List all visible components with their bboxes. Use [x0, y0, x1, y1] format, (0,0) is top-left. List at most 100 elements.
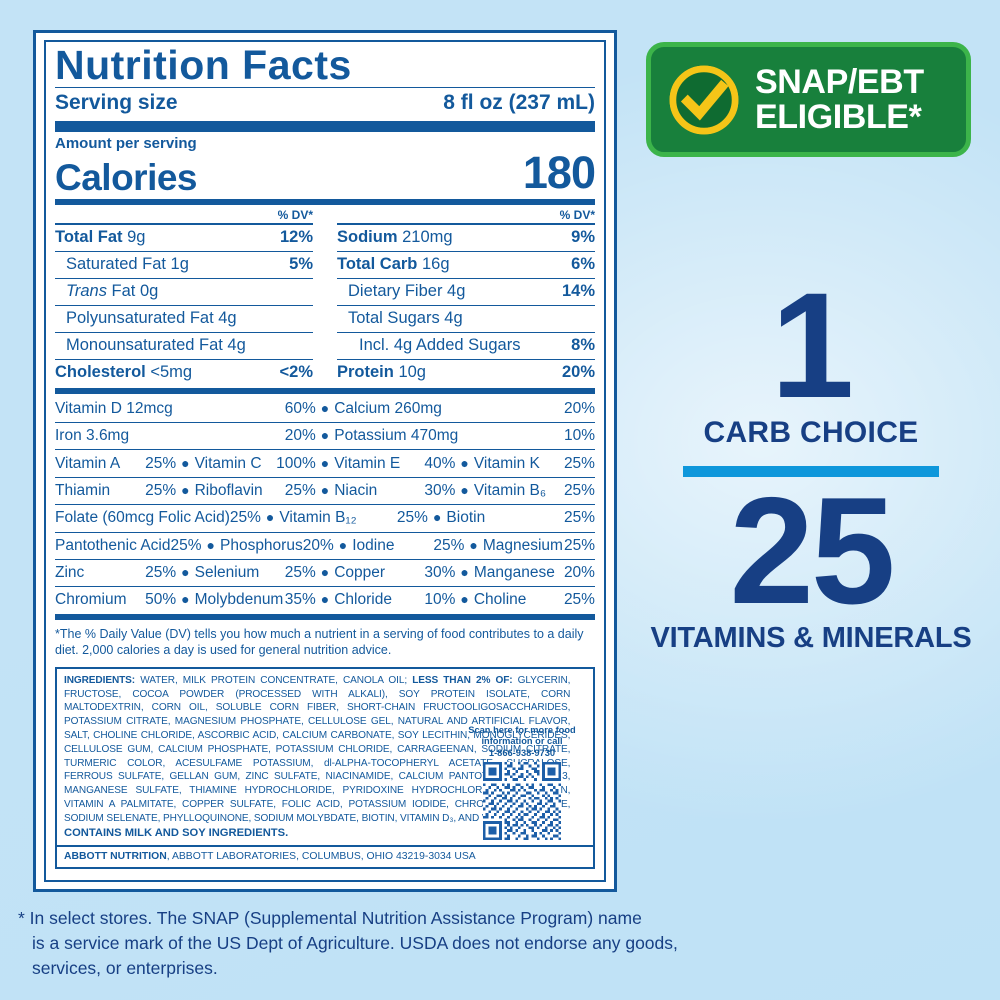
micronutrient-cell: Phosphorus 20% — [220, 537, 334, 555]
snap-badge-text: SNAP/EBT ELIGIBLE* — [755, 65, 924, 134]
micronutrient-pct: 25% — [433, 536, 465, 554]
bullet-separator-icon: ● — [320, 564, 330, 581]
ingredients-less-than-label: LESS THAN 2% OF: — [412, 674, 513, 686]
micronutrient-row: Zinc 25% ● Selenium 25% ● Copper 30% ● — [55, 558, 595, 586]
micronutrient-row: Vitamin D 12mcg 60% ● Calcium 260mg 20% — [55, 396, 595, 422]
micronutrient-name: Choline — [473, 591, 527, 609]
micronutrient-pct: 25% — [284, 481, 316, 499]
bullet-separator-icon: ● — [206, 536, 215, 553]
micronutrient-name: Copper — [334, 564, 386, 582]
micronutrient-cell: Vitamin A 25% — [55, 455, 176, 473]
micronutrient-cell: Riboflavin 25% — [195, 482, 316, 500]
qr-code-icon[interactable] — [483, 761, 561, 840]
micronutrient-row: Folate (60mcg Folic Acid) 25% ● Vitamin … — [55, 504, 595, 531]
micronutrient-pct: 25% — [145, 481, 177, 499]
claims-divider — [683, 466, 939, 477]
nutrient-name-italic: Trans — [66, 282, 107, 301]
nutrient-row: Total Sugars 4g — [337, 304, 595, 332]
nutrient-column-left: % DV* Total Fat 9g 12% Saturated Fat 1g … — [55, 207, 325, 386]
amount-per-serving-label: Amount per serving — [55, 135, 197, 153]
micronutrient-name: Vitamin K — [473, 454, 540, 472]
nutrient-name: Sodium — [337, 228, 398, 247]
nutrient-amount: <5mg — [150, 363, 193, 382]
bullet-separator-icon: ● — [320, 454, 330, 471]
nutrient-name: Polyunsaturated Fat 4g — [66, 309, 237, 328]
micronutrient-pct: 60% — [284, 399, 316, 417]
micronutrient-pct: 20% — [563, 564, 595, 582]
nutrient-columns: % DV* Total Fat 9g 12% Saturated Fat 1g … — [55, 207, 595, 386]
micronutrient-name: Vitamin B₁₂ — [279, 509, 357, 527]
bullet-separator-icon: ● — [469, 536, 478, 553]
bullet-separator-icon: ● — [338, 536, 348, 553]
micronutrient-pct: 25% — [229, 509, 261, 527]
micronutrient-pct: 35% — [284, 591, 316, 609]
nutrient-row: Total Carb 16g 6% — [337, 250, 595, 278]
micronutrient-pct: 25% — [396, 509, 428, 527]
micronutrient-name: Riboflavin — [194, 481, 263, 499]
nutrient-name: Monounsaturated Fat 4g — [66, 336, 246, 355]
manufacturer-address: , ABBOTT LABORATORIES, COLUMBUS, OHIO 43… — [166, 850, 476, 862]
nutrient-row: Polyunsaturated Fat 4g — [55, 304, 313, 332]
disclaimer-line-2: is a service mark of the US Dept of Agri… — [32, 932, 678, 953]
micronutrient-table: Vitamin D 12mcg 60% ● Calcium 260mg 20% … — [55, 396, 595, 614]
nutrient-name: Total Sugars 4g — [348, 309, 463, 328]
bullet-separator-icon: ● — [320, 481, 330, 498]
micronutrient-pct: 100% — [276, 454, 316, 472]
micronutrient-row: Iron 3.6mg 20% ● Potassium 470mg 10% — [55, 422, 595, 449]
bullet-separator-icon: ● — [320, 399, 330, 416]
disclaimer-line-3: services, or enterprises. — [32, 957, 218, 978]
micronutrient-row: Vitamin A 25% ● Vitamin C 100% ● Vitamin… — [55, 449, 595, 476]
nutrient-row: Trans Fat 0g — [55, 277, 313, 305]
nutrient-amount: 210mg — [402, 228, 453, 247]
serving-size-row: Serving size 8 fl oz (237 mL) — [55, 88, 595, 119]
nutrient-row: Cholesterol <5mg <2% — [55, 358, 313, 386]
micronutrient-pct: 50% — [145, 591, 177, 609]
micronutrient-pct: 10% — [563, 427, 595, 445]
carb-choice-number: 1 — [770, 261, 854, 429]
calories-row: Calories 180 — [55, 146, 596, 198]
allergen-statement: CONTAINS MILK AND SOY INGREDIENTS. — [64, 826, 289, 839]
snap-badge-line-2: ELIGIBLE* — [755, 97, 922, 136]
nutrient-amount: 16g — [421, 255, 450, 274]
micronutrient-cell: Molybdenum 35% — [195, 591, 316, 609]
serving-size-value: 8 fl oz (237 mL) — [443, 91, 595, 115]
nutrient-pct: <2% — [279, 363, 313, 382]
snap-disclaimer: * In select stores. The SNAP (Supplement… — [18, 906, 918, 981]
micronutrient-cell: Manganese 20% — [474, 564, 595, 582]
micronutrient-name: Molybdenum — [194, 591, 284, 609]
micronutrient-cell: Vitamin E 40% — [334, 455, 455, 473]
nutrient-name: Incl. 4g Added Sugars — [359, 336, 521, 355]
micronutrient-name: Vitamin C — [194, 454, 262, 472]
bullet-separator-icon: ● — [460, 591, 469, 608]
ingredients-box: INGREDIENTS: WATER, MILK PROTEIN CONCENT… — [55, 666, 595, 847]
micronutrient-pct: 20% — [302, 536, 334, 554]
micronutrient-cell: Calcium 260mg 20% — [334, 400, 595, 418]
micronutrient-cell: Vitamin B₆ 25% — [474, 482, 595, 500]
snap-ebt-badge[interactable]: SNAP/EBT ELIGIBLE* — [646, 42, 971, 157]
micronutrient-cell: Vitamin C 100% — [195, 455, 316, 473]
micronutrient-cell: Niacin 30% — [334, 482, 455, 500]
medium-divider-bar-2 — [55, 387, 595, 394]
micronutrient-name: Thiamin — [55, 481, 111, 499]
qr-phone-number: 1-866-938-9730 — [488, 747, 556, 758]
micronutrient-cell: Chromium 50% — [55, 591, 176, 609]
micronutrient-name: Folate (60mcg Folic Acid) — [55, 509, 230, 527]
snap-badge-line-1: SNAP/EBT — [755, 62, 924, 101]
micronutrient-pct: 25% — [145, 564, 177, 582]
vitamins-minerals-number: 25 — [729, 466, 895, 636]
vitamins-minerals-label: VITAMINS & MINERALS — [650, 621, 972, 654]
micronutrient-name: Selenium — [194, 564, 260, 582]
micronutrient-cell: Vitamin B₁₂ 25% — [279, 509, 428, 527]
ingredients-text: INGREDIENTS: WATER, MILK PROTEIN CONCENT… — [64, 674, 570, 826]
micronutrient-pct: 20% — [563, 399, 595, 417]
micronutrient-pct: 25% — [563, 481, 595, 499]
nutrient-pct: 9% — [571, 228, 595, 247]
calories-value: 180 — [522, 146, 596, 198]
micronutrient-cell: Thiamin 25% — [55, 482, 176, 500]
bullet-separator-icon: ● — [181, 591, 190, 608]
micronutrient-row: Thiamin 25% ● Riboflavin 25% ● Niacin 30… — [55, 476, 595, 504]
ingredients-part2: GLYCERIN, FRUCTOSE, COCOA POWDER (PROCES… — [64, 674, 571, 824]
divider — [55, 87, 595, 89]
qr-caption-line-1: Scan here for more food — [468, 725, 576, 736]
